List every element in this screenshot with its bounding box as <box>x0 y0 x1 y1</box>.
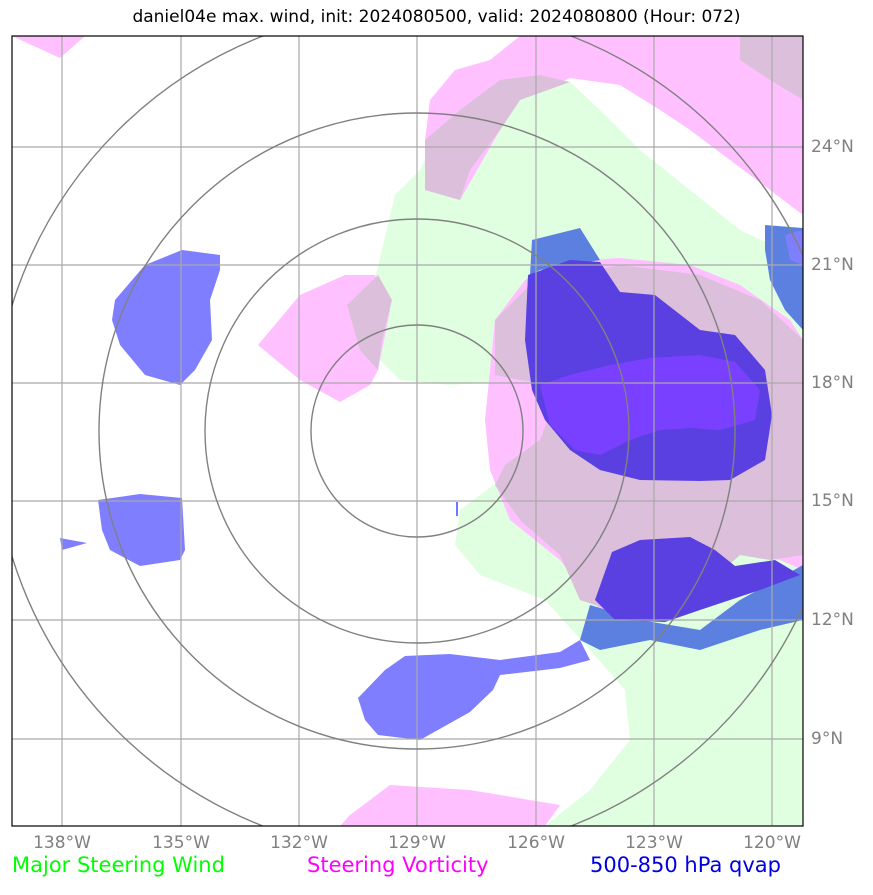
legend-steering-vorticity: Steering Vorticity <box>307 853 489 877</box>
map-title: daniel04e max. wind, init: 2024080500, v… <box>132 7 741 27</box>
vort-region-south <box>340 785 560 826</box>
lat-label-15n: 15°N <box>811 491 854 511</box>
qvap-region-w <box>98 494 185 566</box>
lat-label-18n: 18°N <box>811 373 854 393</box>
graticule <box>12 36 803 826</box>
qvap-region-ne-edge-light <box>785 230 803 265</box>
map-content <box>12 36 803 826</box>
vort-region-top-left <box>12 36 85 58</box>
overlap-west <box>347 275 392 370</box>
lon-label-129w: 129°W <box>388 833 446 853</box>
lat-label-12n: 12°N <box>811 610 854 630</box>
lon-label-132w: 132°W <box>270 833 328 853</box>
qvap-region-s <box>358 640 590 740</box>
qvap-region-nw <box>112 250 220 385</box>
lon-label-138w: 138°W <box>33 833 91 853</box>
legend-qvap: 500-850 hPa qvap <box>590 853 781 877</box>
qvap-region-se-steel <box>580 565 803 650</box>
map-frame <box>11 35 804 827</box>
lon-label-120w: 120°W <box>743 833 801 853</box>
lon-label-123w: 123°W <box>625 833 683 853</box>
lon-label-135w: 135°W <box>152 833 210 853</box>
lat-label-21n: 21°N <box>811 255 854 275</box>
qvap-region-e-violet <box>540 355 760 455</box>
ring-1 <box>310 324 524 538</box>
overlap-north <box>425 75 570 200</box>
lat-label-24n: 24°N <box>811 137 854 157</box>
distance-rings <box>12 36 803 826</box>
qvap-region-far-w <box>60 538 87 550</box>
ring-2 <box>204 218 630 644</box>
lat-label-9n: 9°N <box>811 729 844 749</box>
lon-label-126w: 126°W <box>507 833 565 853</box>
qvap-layer <box>60 225 803 740</box>
legend-steering-wind: Major Steering Wind <box>12 853 225 877</box>
ring-3 <box>98 112 736 750</box>
